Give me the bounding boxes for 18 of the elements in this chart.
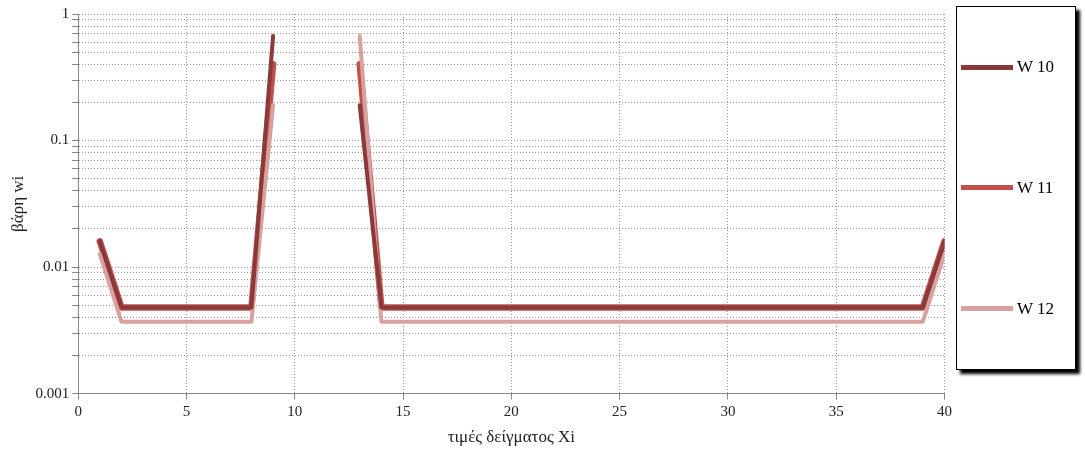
- y-tick-label: 0.001: [35, 384, 70, 401]
- x-tick-label: 5: [182, 402, 191, 419]
- x-tick-label: 40: [937, 402, 952, 419]
- y-tick-label: 1: [61, 4, 70, 21]
- y-axis-title: βάρη wi: [7, 175, 27, 232]
- legend-label: W 12: [1017, 298, 1054, 319]
- x-tick-label: 35: [828, 402, 844, 419]
- x-tick-label: 30: [720, 402, 736, 419]
- y-tick-label: 0.01: [42, 258, 70, 274]
- x-tick-label: 25: [612, 402, 628, 419]
- x-tick-label: 20: [503, 402, 519, 419]
- y-tick-label: 0.1: [50, 131, 70, 148]
- x-tick-label: 10: [287, 402, 303, 419]
- x-tick-label: 15: [395, 402, 411, 419]
- legend-label: W 11: [1017, 177, 1054, 198]
- x-tick-label: 0: [74, 402, 82, 419]
- legend-label: W 10: [1017, 57, 1054, 78]
- x-axis-title: τιμές δείγματος Xi: [447, 427, 576, 447]
